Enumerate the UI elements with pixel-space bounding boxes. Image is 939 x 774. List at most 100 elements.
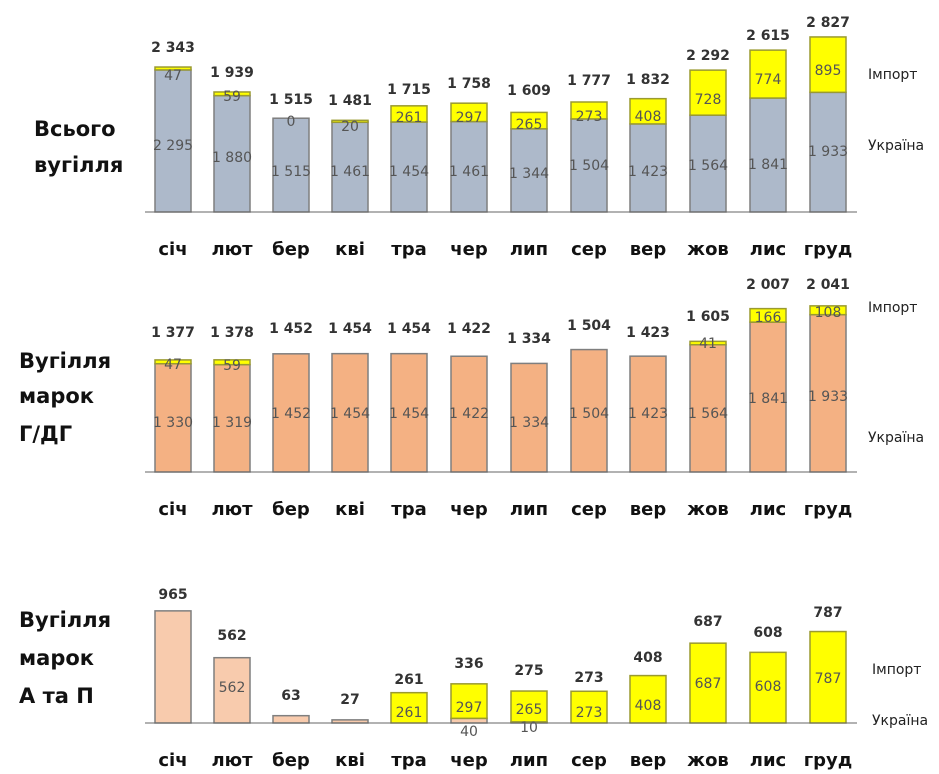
bar-ukraine [154, 69, 192, 213]
bar-ukraine [390, 352, 428, 473]
total-value-label: 687 [693, 614, 722, 630]
total-value-label: 63 [281, 688, 300, 704]
bar-import [450, 683, 488, 720]
bar-ukraine [570, 118, 608, 213]
total-value-label: 1 715 [387, 82, 431, 98]
total-value-label: 1 758 [447, 76, 491, 92]
import-value-label: 895 [815, 63, 842, 79]
month-label: бер [272, 239, 310, 260]
legend-import: Імпорт [868, 67, 917, 83]
bar-ukraine [749, 97, 787, 213]
bar-import [689, 69, 727, 116]
panel-title: А та П [19, 684, 94, 708]
month-label: кві [335, 499, 365, 520]
total-value-label: 1 515 [269, 92, 313, 108]
ukraine-value-label: 1 841 [748, 157, 788, 173]
ukraine-value-label: 1 564 [688, 406, 728, 422]
legend-import: Імпорт [872, 662, 921, 678]
month-label: кві [335, 239, 365, 260]
total-value-label: 1 504 [567, 318, 611, 334]
bar-ukraine [629, 355, 667, 473]
bar-import [570, 690, 608, 724]
panel-title: Вугілля [19, 608, 111, 632]
bar-import [390, 691, 428, 724]
month-label: лис [750, 239, 786, 260]
bar-ukraine [213, 363, 251, 473]
import-value-label: 166 [755, 310, 782, 326]
bar-ukraine [510, 362, 548, 473]
total-value-label: 261 [394, 672, 423, 688]
total-value-label: 2 343 [151, 40, 195, 56]
month-label: сер [571, 499, 607, 520]
import-value-label: 408 [635, 698, 662, 714]
month-label: груд [804, 499, 853, 520]
ukraine-value-label: 1 454 [389, 406, 429, 422]
total-value-label: 2 292 [686, 48, 730, 64]
ukraine-value-label: 1 461 [449, 164, 489, 180]
total-value-label: 2 615 [746, 28, 790, 44]
month-label: січ [158, 750, 187, 771]
ukraine-value-label: 562 [219, 680, 246, 696]
ukraine-value-label: 1 319 [212, 415, 252, 431]
import-value-label: 787 [815, 671, 842, 687]
month-label: кві [335, 750, 365, 771]
month-label: лис [750, 499, 786, 520]
ukraine-value-label: 1 330 [153, 415, 193, 431]
panel-title: марок [19, 646, 94, 670]
month-label: чер [450, 239, 488, 260]
legend-ukraine: Україна [868, 430, 924, 446]
bar-import [390, 105, 428, 123]
month-label: бер [272, 750, 310, 771]
legend-ukraine: Україна [872, 713, 928, 729]
month-label: жов [687, 239, 729, 260]
month-label: жов [687, 750, 729, 771]
bar-ukraine [331, 352, 369, 473]
bar-import [629, 97, 667, 125]
month-label: сер [571, 750, 607, 771]
total-value-label: 1 939 [210, 65, 254, 81]
legend-ukraine: Україна [868, 138, 924, 154]
bar-ukraine [272, 714, 310, 724]
bar-import [213, 359, 251, 366]
total-value-label: 408 [633, 650, 662, 666]
import-value-label: 774 [755, 72, 782, 88]
ukraine-value-label: 1 564 [688, 158, 728, 174]
panel-title: вугілля [34, 153, 123, 177]
month-label: січ [158, 239, 187, 260]
total-value-label: 336 [454, 656, 483, 672]
total-value-label: 787 [813, 605, 842, 621]
bar-ukraine [272, 353, 310, 473]
bar-import [154, 66, 192, 71]
month-label: лип [510, 750, 548, 771]
total-value-label: 1 454 [387, 321, 431, 337]
bar-import [154, 359, 192, 365]
ukraine-value-label: 1 933 [808, 389, 848, 405]
import-value-label: 108 [815, 305, 842, 321]
total-value-label: 27 [340, 692, 359, 708]
bar-ukraine [213, 656, 251, 724]
ukraine-value-label: 1 423 [628, 164, 668, 180]
import-value-label: 261 [396, 110, 423, 126]
ukraine-value-label: 1 454 [389, 164, 429, 180]
month-label: вер [630, 499, 667, 520]
import-value-label: 47 [164, 68, 182, 84]
month-label: лип [510, 499, 548, 520]
month-label: бер [272, 499, 310, 520]
total-value-label: 1 454 [328, 321, 372, 337]
ukraine-value-label: 1 344 [509, 166, 549, 182]
import-value-label: 59 [223, 358, 241, 374]
bar-ukraine [154, 610, 192, 724]
bar-import [749, 49, 787, 99]
ukraine-value-label: 1 880 [212, 150, 252, 166]
import-value-label: 265 [516, 117, 543, 133]
bar-import [689, 340, 727, 346]
ukraine-value-label: 10 [520, 720, 538, 736]
ukraine-value-label: 1 933 [808, 144, 848, 160]
import-value-label: 261 [396, 705, 423, 721]
bar-ukraine [272, 117, 310, 213]
total-value-label: 1 777 [567, 73, 611, 89]
ukraine-value-label: 1 422 [449, 406, 489, 422]
bar-import [809, 36, 847, 94]
panel-title: Всього [34, 117, 116, 141]
